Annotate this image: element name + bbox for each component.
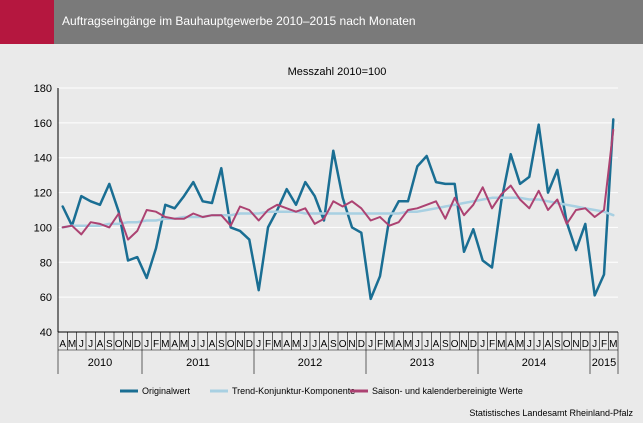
x-tick-label-47: M xyxy=(497,339,505,350)
header-accent xyxy=(0,0,54,44)
x-tick-label-3: J xyxy=(88,339,93,350)
x-tick-label-7: N xyxy=(124,339,131,350)
x-tick-label-9: J xyxy=(144,339,149,350)
x-tick-label-42: O xyxy=(451,339,459,350)
source-note: Statistisches Landesamt Rheinland-Pfalz xyxy=(469,408,633,418)
y-tick-label-40: 40 xyxy=(40,327,52,339)
year-label-2012: 2012 xyxy=(298,357,322,369)
x-tick-label-48: A xyxy=(507,339,514,350)
year-label-2015: 2015 xyxy=(592,357,616,369)
x-tick-label-17: S xyxy=(218,339,225,350)
x-tick-label-39: J xyxy=(424,339,429,350)
y-tick-label-60: 60 xyxy=(40,292,52,304)
x-tick-label-21: J xyxy=(256,339,261,350)
x-tick-label-22: F xyxy=(265,339,271,350)
x-tick-label-29: S xyxy=(330,339,337,350)
x-tick-label-25: M xyxy=(292,339,300,350)
x-tick-label-51: J xyxy=(536,339,541,350)
x-tick-label-43: N xyxy=(460,339,467,350)
header-bar xyxy=(54,0,643,44)
x-tick-label-53: S xyxy=(554,339,561,350)
x-tick-label-14: J xyxy=(191,339,196,350)
x-tick-label-24: A xyxy=(283,339,290,350)
y-tick-label-160: 160 xyxy=(34,118,52,130)
x-tick-label-13: M xyxy=(180,339,188,350)
x-tick-label-1: M xyxy=(68,339,76,350)
x-tick-label-56: D xyxy=(582,339,589,350)
x-tick-label-32: D xyxy=(358,339,365,350)
x-tick-label-10: F xyxy=(153,339,159,350)
legend-label-1: Trend-Konjunktur-Komponente xyxy=(232,386,355,396)
x-tick-label-35: M xyxy=(385,339,393,350)
x-tick-label-31: N xyxy=(348,339,355,350)
x-tick-label-0: A xyxy=(59,339,66,350)
y-tick-label-120: 120 xyxy=(34,188,52,200)
legend: Originalwert Trend-Konjunktur-Komponente S… xyxy=(120,386,523,396)
x-tick-label-2: J xyxy=(79,339,84,350)
legend-label-0: Originalwert xyxy=(142,386,191,396)
x-tick-label-54: O xyxy=(563,339,571,350)
x-tick-label-46: F xyxy=(489,339,495,350)
x-tick-label-18: O xyxy=(227,339,235,350)
series-lines xyxy=(61,118,615,301)
series-line-1 xyxy=(61,196,615,229)
x-tick-label-41: S xyxy=(442,339,449,350)
year-label-2013: 2013 xyxy=(410,357,434,369)
x-tick-label-4: A xyxy=(97,339,104,350)
y-tick-label-140: 140 xyxy=(34,153,52,165)
x-tick-label-38: J xyxy=(415,339,420,350)
x-tick-label-16: A xyxy=(209,339,216,350)
x-tick-label-37: M xyxy=(404,339,412,350)
y-tick-label-100: 100 xyxy=(34,222,52,234)
x-tick-label-20: D xyxy=(246,339,253,350)
y-tick-label-180: 180 xyxy=(34,83,52,95)
year-label-2014: 2014 xyxy=(522,357,546,369)
year-label-2010: 2010 xyxy=(88,357,112,369)
series-line-0 xyxy=(61,118,615,301)
x-tick-label-15: J xyxy=(200,339,205,350)
x-tick-label-44: D xyxy=(470,339,477,350)
chart-subtitle: Messzahl 2010=100 xyxy=(288,66,387,78)
x-tick-label-36: A xyxy=(395,339,402,350)
series-line-2 xyxy=(61,128,615,241)
x-tick-label-27: J xyxy=(312,339,317,350)
x-tick-label-34: F xyxy=(377,339,383,350)
x-tick-label-23: M xyxy=(273,339,281,350)
chart-background xyxy=(0,44,643,423)
x-tick-label-58: F xyxy=(601,339,607,350)
x-tick-label-59: M xyxy=(609,339,617,350)
page-title: Auftragseingänge im Bauhauptgewerbe 2010… xyxy=(62,14,416,28)
x-tick-label-52: A xyxy=(545,339,552,350)
x-tick-label-40: A xyxy=(433,339,440,350)
x-tick-label-45: J xyxy=(480,339,485,350)
x-tick-label-5: S xyxy=(106,339,113,350)
x-tick-label-28: A xyxy=(321,339,328,350)
legend-label-2: Saison- und kalenderbereinigte Werte xyxy=(372,386,523,396)
x-tick-label-6: O xyxy=(115,339,123,350)
x-tick-label-26: J xyxy=(303,339,308,350)
x-tick-label-12: A xyxy=(171,339,178,350)
x-tick-label-33: J xyxy=(368,339,373,350)
x-tick-label-57: J xyxy=(592,339,597,350)
x-tick-label-30: O xyxy=(339,339,347,350)
x-tick-label-11: M xyxy=(161,339,169,350)
x-tick-label-55: N xyxy=(572,339,579,350)
x-tick-label-50: J xyxy=(527,339,532,350)
y-tick-label-80: 80 xyxy=(40,257,52,269)
x-tick-label-19: N xyxy=(236,339,243,350)
x-tick-label-49: M xyxy=(516,339,524,350)
year-label-2011: 2011 xyxy=(186,357,210,369)
x-tick-label-8: D xyxy=(134,339,141,350)
